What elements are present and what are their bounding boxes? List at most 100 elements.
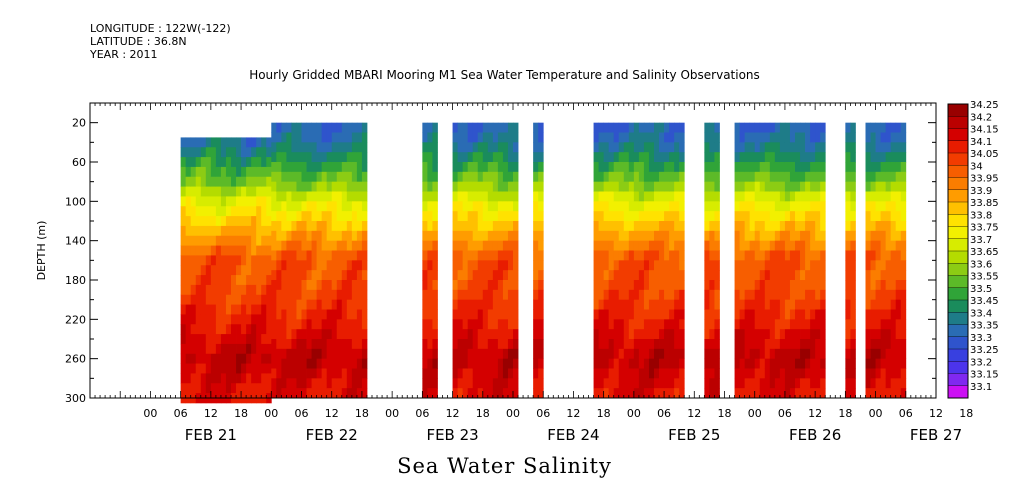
salinity-cell [276,152,282,163]
salinity-cell [593,299,600,310]
salinity-cell [779,388,786,399]
salinity-cell [538,260,544,271]
salinity-cell [669,191,675,202]
salinity-cell [185,225,192,237]
salinity-cell [336,289,343,301]
salinity-cell [256,176,262,187]
salinity-cell [608,162,615,173]
salinity-cell [880,309,887,320]
salinity-cell [361,240,368,251]
salinity-cell [800,339,806,350]
salinity-cell [674,339,680,350]
salinity-cell [890,142,897,153]
salinity-cell [714,348,720,360]
salinity-cell [704,270,710,281]
salinity-cell [200,255,207,266]
salinity-cell [336,181,343,192]
salinity-cell [664,378,670,389]
salinity-cell [281,280,287,291]
salinity-cell [664,230,670,242]
salinity-cell [241,225,247,237]
salinity-cell [628,280,635,291]
salinity-cell [880,280,887,291]
salinity-cell [256,304,262,315]
salinity-cell [236,216,242,227]
salinity-cell [628,132,635,143]
salinity-cell [648,358,655,369]
salinity-cell [759,191,766,202]
salinity-cell [492,348,499,360]
salinity-cell [215,284,222,296]
salinity-cell [593,388,600,399]
salinity-cell [467,171,474,183]
salinity-cell [251,314,257,325]
salinity-cell [613,162,620,173]
salinity-cell [321,191,328,202]
salinity-cell [256,166,262,178]
colorbar-label: 34.05 [970,149,999,160]
salinity-cell [356,132,363,143]
salinity-cell [744,221,751,232]
salinity-cell [613,348,620,360]
salinity-cell [880,319,887,330]
salinity-cell [593,162,600,173]
salinity-cell [326,221,333,232]
salinity-cell [870,230,876,242]
salinity-cell [749,348,756,360]
salinity-cell [815,358,821,369]
salinity-cell [497,388,504,399]
salinity-cell [850,191,856,202]
salinity-cell [734,368,741,379]
salinity-cell [638,250,645,261]
salinity-cell [492,378,499,389]
salinity-cell [210,284,217,296]
salinity-cell [210,314,217,325]
salinity-cell [820,329,826,340]
salinity-cell [271,250,277,261]
salinity-cell [739,191,746,202]
salinity-cell [427,250,433,261]
salinity-cell [477,260,484,271]
salinity-cell [674,270,680,281]
salinity-cell [654,329,660,340]
salinity-cell [422,388,428,399]
salinity-cell [900,201,907,212]
salinity-cell [321,319,328,330]
salinity-cell [502,348,509,360]
salinity-cell [331,339,338,350]
salinity-cell [246,166,252,178]
salinity-cell [462,358,469,369]
salinity-cell [895,230,902,242]
salinity-cell [225,314,232,325]
salinity-cell [538,191,544,202]
salinity-cell [754,378,761,389]
salinity-cell [477,122,484,133]
salinity-cell [885,309,892,320]
salinity-cell [759,339,766,350]
salinity-cell [215,324,222,335]
salinity-cell [361,339,368,350]
colorbar-label: 34.1 [970,137,992,148]
salinity-cell [281,309,287,320]
salinity-cell [643,132,650,143]
salinity-cell [638,132,645,143]
salinity-cell [810,388,816,399]
salinity-cell [593,230,600,242]
salinity-cell [628,260,635,271]
salinity-cell [361,368,368,379]
salinity-cell [759,132,766,143]
salinity-cell [784,142,791,153]
salinity-cell [795,142,801,153]
salinity-cell [669,211,675,222]
salinity-cell [749,378,756,389]
salinity-cell [664,319,670,330]
salinity-cell [281,132,287,143]
salinity-cell [316,211,323,222]
salinity-cell [432,191,438,202]
salinity-cell [875,319,882,330]
colorbar-swatch [947,238,969,252]
salinity-cell [321,289,328,301]
colorbar-label: 33.15 [970,370,999,381]
salinity-cell [190,334,197,345]
salinity-cell [487,211,494,222]
